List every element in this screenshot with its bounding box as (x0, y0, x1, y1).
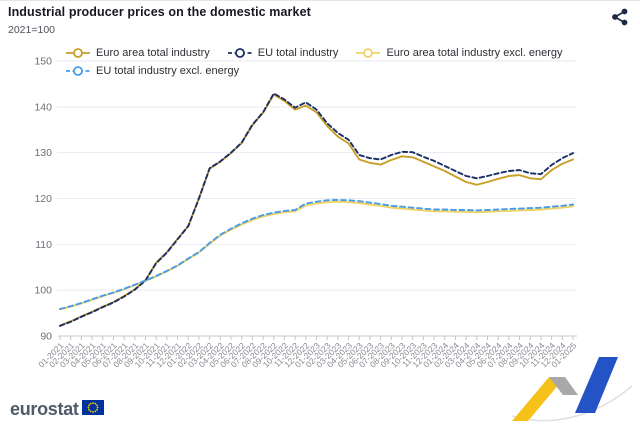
svg-text:150: 150 (34, 56, 52, 68)
svg-text:130: 130 (34, 147, 52, 159)
eurostat-logo[interactable]: eurostat (10, 400, 104, 418)
legend-marker-euro-area-total-industry (66, 48, 90, 58)
page-title: Industrial producer prices on the domest… (8, 5, 311, 19)
svg-text:120: 120 (34, 193, 52, 205)
svg-text:100: 100 (34, 285, 52, 297)
legend: Euro area total industry EU total indust… (63, 46, 608, 78)
legend-item-label: EU total industry (257, 47, 339, 59)
decorative-ribbon (512, 357, 632, 422)
legend-marker-eu-excl-energy (66, 66, 90, 76)
svg-text:90: 90 (40, 331, 52, 343)
eurostat-wordmark: eurostat (10, 399, 79, 419)
legend-item-euro-area-excl-energy[interactable]: Euro area total industry excl. energy (353, 46, 565, 60)
legend-item-label: Euro area total industry (96, 47, 210, 59)
chart-header: Industrial producer prices on the domest… (8, 5, 311, 36)
legend-item-eu-total-industry[interactable]: EU total industry (224, 46, 341, 60)
legend-item-eu-excl-energy[interactable]: EU total industry excl. energy (63, 64, 242, 78)
legend-item-euro-area-total-industry[interactable]: Euro area total industry (63, 46, 212, 60)
svg-text:110: 110 (35, 239, 52, 251)
legend-item-label: Euro area total industry excl. energy (386, 47, 563, 59)
share-icon[interactable] (611, 8, 629, 26)
legend-marker-euro-area-excl-energy (356, 48, 381, 58)
page-subtitle: 2021=100 (8, 24, 56, 36)
legend-item-label: EU total industry excl. energy (96, 65, 240, 77)
eu-flag-icon (81, 400, 104, 415)
price-index-line-chart[interactable]: 9010011012013014015001-202102-202103-202… (0, 1, 640, 399)
legend-marker-eu-total-industry (227, 48, 252, 58)
svg-text:140: 140 (34, 101, 52, 113)
